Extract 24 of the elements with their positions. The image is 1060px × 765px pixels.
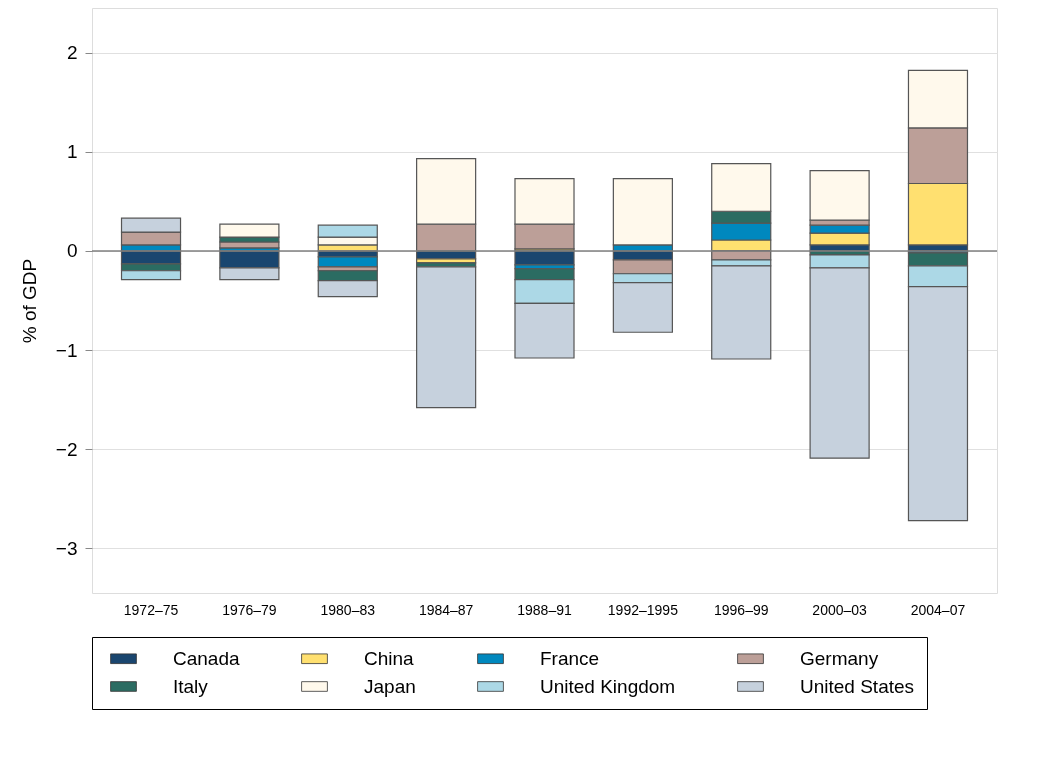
legend-label: France (540, 647, 600, 669)
x-tick-label: 1984–87 (418, 601, 474, 618)
y-tick-label: −2 (55, 438, 78, 460)
x-tick-label: 2000–03 (812, 601, 868, 618)
y-axis-title: % of GDP (18, 258, 40, 344)
legend-label: China (364, 647, 415, 669)
x-tick-label: 1972–75 (123, 601, 179, 618)
y-tick-label: −1 (55, 339, 78, 361)
x-tick-label: 1980–83 (320, 601, 376, 618)
legend-label: United Kingdom (540, 675, 676, 697)
x-tick-label: 1992–1995 (607, 601, 679, 618)
x-tick-label: 1996–99 (713, 601, 769, 618)
y-tick-label: −3 (55, 537, 78, 559)
legend-label: United States (800, 675, 915, 697)
x-tick-label: 1976–79 (222, 601, 277, 618)
legend-label: Japan (364, 675, 416, 697)
y-tick-label: 2 (66, 42, 78, 64)
legend-label: Italy (173, 675, 209, 697)
y-tick-label: 1 (66, 141, 78, 163)
x-tick-label: 1988–91 (517, 601, 572, 618)
y-tick-label: 0 (66, 240, 78, 262)
legend-label: Canada (173, 647, 240, 669)
x-tick-label: 2004–07 (910, 601, 966, 618)
legend-label: Germany (800, 647, 879, 669)
